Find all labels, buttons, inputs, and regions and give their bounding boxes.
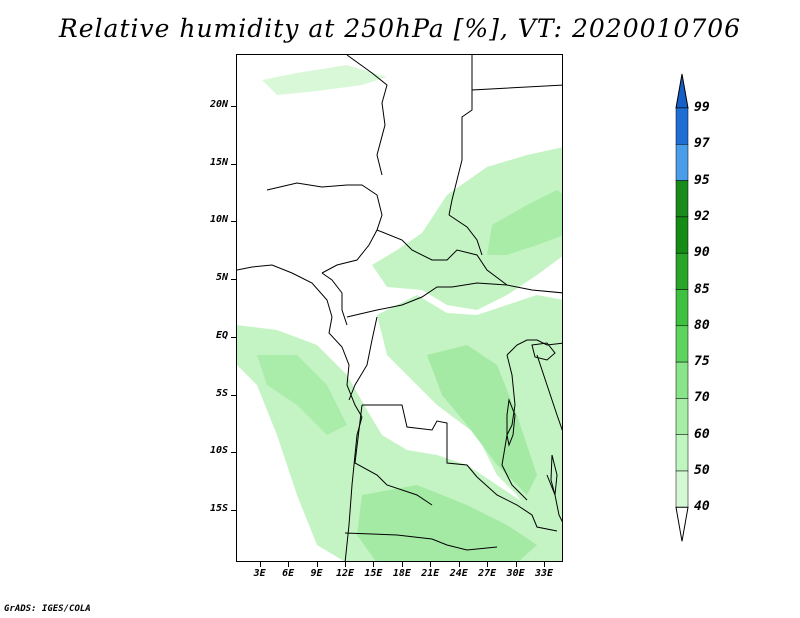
colorbar-level-label: 40 [694,499,710,515]
colorbar-segment [675,144,689,181]
lon-label: 6E [282,568,295,579]
colorbar-level-label: 60 [694,426,710,442]
lon-tick [288,562,290,567]
border-east-africa [501,354,528,501]
lat-label: 10N [209,214,228,226]
country-borders [237,55,562,561]
lon-label: 33E [535,568,554,579]
colorbar-level-label: 97 [694,136,710,152]
lat-tick [231,221,236,223]
colorbar-level-label: 99 [694,100,710,115]
border-chad-car [376,229,508,286]
colorbar-segment [675,361,689,399]
lat-tick [231,452,236,454]
lake-tanganyika [506,398,516,447]
colorbar [675,73,689,542]
grads-credit: GrADS: IGES/COLA [4,604,91,614]
lat-label: 10S [209,445,228,457]
humidity-region-core-2 [357,485,537,561]
humidity-shading [237,65,562,561]
lon-label: 27E [478,568,497,579]
colorbar-segment [675,434,689,472]
colorbar-level-label: 85 [694,281,710,297]
lon-label: 15E [364,568,383,579]
colorbar-level-label: 80 [694,317,710,333]
lat-tick [231,394,236,396]
humidity-region-ne [372,147,562,310]
border-sahara-1 [346,55,388,176]
colorbar-segment [675,107,689,145]
lat-tick [231,105,236,107]
colorbar-segment [675,289,689,327]
humidity-map [237,55,562,561]
border-nigeria-east [321,194,383,274]
colorbar-bottom-arrow [675,506,689,542]
lat-label: 5S [215,387,228,399]
colorbar-segment [675,325,689,363]
border-zambia [476,476,558,532]
lake-malawi [550,454,558,496]
lon-tick [458,562,460,567]
lon-tick [373,562,375,567]
colorbar-top-arrow [675,73,689,109]
lat-tick [231,279,236,281]
border-namibia [344,532,498,551]
lon-tick [430,562,432,567]
border-sahara-3 [471,84,562,110]
lat-label: 15S [209,503,228,515]
lon-tick [345,562,346,567]
map-panel [236,54,563,562]
colorbar-segment [675,216,689,254]
border-tanzania [536,354,562,431]
map-title: Relative humidity at 250hPa [%], VT: 202… [58,14,742,43]
border-congo-drc [346,282,562,318]
border-drc-west [348,316,378,401]
colorbar-segment [675,252,689,290]
border-cameroon [321,272,348,326]
colorbar-level-label: 70 [694,390,710,406]
border-niger-nigeria [266,182,378,196]
border-angola-zambia [354,404,433,506]
border-drc-south [362,404,478,478]
colorbar-level-label: 95 [694,172,710,188]
colorbar-level-label: 50 [694,463,710,478]
lon-label: 24E [449,568,468,579]
colorbar-level-label: 75 [694,354,710,370]
border-chad-sudan [448,214,483,256]
colorbar-segment [675,470,689,508]
lon-label: 21E [421,568,440,579]
lon-tick [487,562,489,567]
coastline-west [237,264,363,418]
colorbar-segment [675,398,689,435]
humidity-region-north [262,65,387,95]
coastline-angola [344,416,363,561]
lon-label: 12E [335,568,355,579]
lat-label: 5N [215,272,228,284]
lat-tick [231,510,236,512]
lon-tick [259,562,261,567]
lon-label: 30E [506,568,525,579]
colorbar-level-label: 92 [694,208,710,224]
lat-label: 15N [209,156,228,168]
colorbar-level-label: 90 [694,245,710,261]
lat-label: 20N [209,98,228,110]
lon-label: 18E [392,568,411,579]
colorbar-segment [675,180,689,218]
lon-tick [544,562,546,567]
lon-tick [316,562,318,567]
humidity-region-east-band [487,190,562,255]
lon-tick [515,562,517,567]
lon-label: 9E [310,568,323,579]
lat-label: EQ [215,329,228,341]
lat-tick [231,336,236,338]
lake-victoria [531,342,556,361]
lon-label: 3E [253,568,266,579]
border-mozambique [546,474,562,523]
lon-tick [401,562,403,567]
border-east-lakes [506,339,562,356]
humidity-region-core-3 [257,355,347,435]
lat-tick [231,163,236,165]
humidity-region-core-1 [427,345,537,495]
